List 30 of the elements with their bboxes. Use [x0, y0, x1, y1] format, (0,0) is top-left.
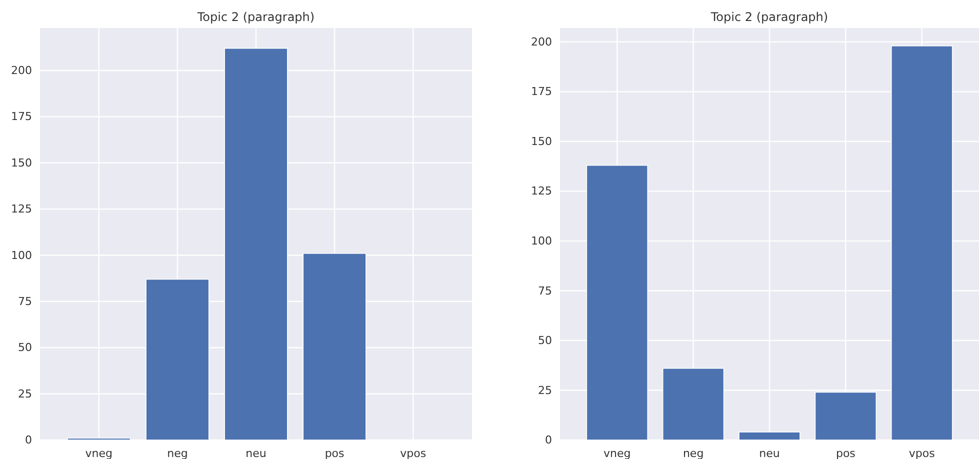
chart-title: Topic 2 (paragraph)	[196, 10, 315, 24]
y-tick-label: 25	[18, 387, 32, 400]
x-tick-label: neu	[759, 446, 780, 459]
y-tick-label: 50	[538, 334, 552, 348]
y-tick-label: 150	[11, 156, 32, 170]
x-tick-label: neg	[167, 446, 188, 459]
y-tick-label: 0	[25, 434, 32, 447]
y-tick-label: 50	[18, 341, 32, 354]
y-tick-label: 125	[11, 202, 32, 216]
y-tick-label: 125	[531, 184, 552, 198]
y-tick-label: 75	[538, 284, 552, 298]
y-tick-label: 25	[538, 384, 552, 397]
chart-title: Topic 2 (paragraph)	[710, 10, 828, 24]
y-tick-label: 100	[531, 234, 552, 248]
x-tick-label: neu	[246, 446, 266, 459]
y-tick-label: 100	[11, 248, 32, 262]
x-tick-label: vneg	[85, 446, 113, 459]
y-tick-label: 200	[531, 35, 552, 48]
x-tick-label: pos	[836, 446, 856, 459]
y-tick-label: 200	[11, 64, 32, 78]
x-tick-label: vpos	[908, 446, 936, 459]
y-tick-label: 75	[18, 294, 32, 308]
y-tick-label: 175	[531, 85, 552, 98]
y-tick-label: 0	[545, 434, 552, 447]
x-tick-label: pos	[324, 446, 345, 459]
y-tick-label: 150	[531, 134, 552, 148]
x-tick-label: vpos	[400, 446, 426, 459]
y-tick-label: 175	[11, 110, 32, 124]
x-tick-label: neg	[682, 446, 704, 459]
x-tick-label: vneg	[604, 446, 631, 459]
